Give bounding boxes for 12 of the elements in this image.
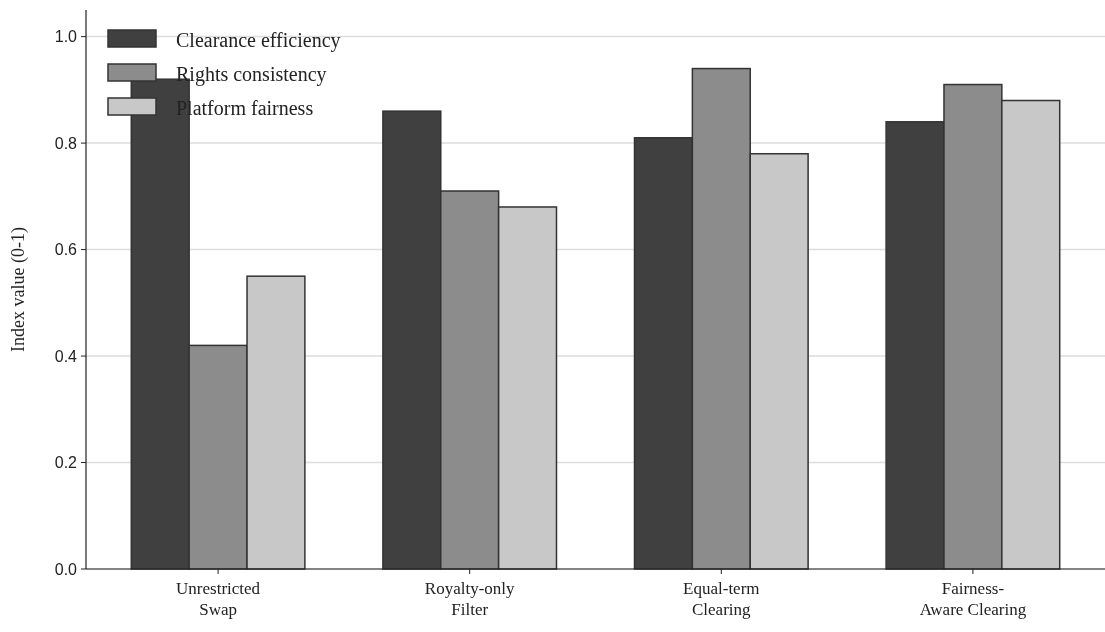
y-axis-title: Index value (0-1): [8, 227, 29, 352]
y-tick-label: 0.4: [54, 347, 78, 365]
y-tick-label: 1.0: [54, 28, 78, 46]
legend-label: Clearance efficiency: [176, 29, 341, 52]
y-tick-label: 0.0: [54, 560, 78, 578]
x-tick-label: Royalty-only Filter: [424, 579, 516, 619]
y-tick-label: 0.8: [54, 134, 78, 152]
x-tick-label: Equal-term Clearing: [683, 579, 760, 619]
y-tick-label: 0.2: [54, 454, 78, 472]
x-tick-label: Unrestricted Swap: [176, 579, 261, 619]
y-tick-label: 0.6: [54, 241, 78, 259]
x-tick-label: Fairness- Aware Clearing: [919, 579, 1027, 619]
